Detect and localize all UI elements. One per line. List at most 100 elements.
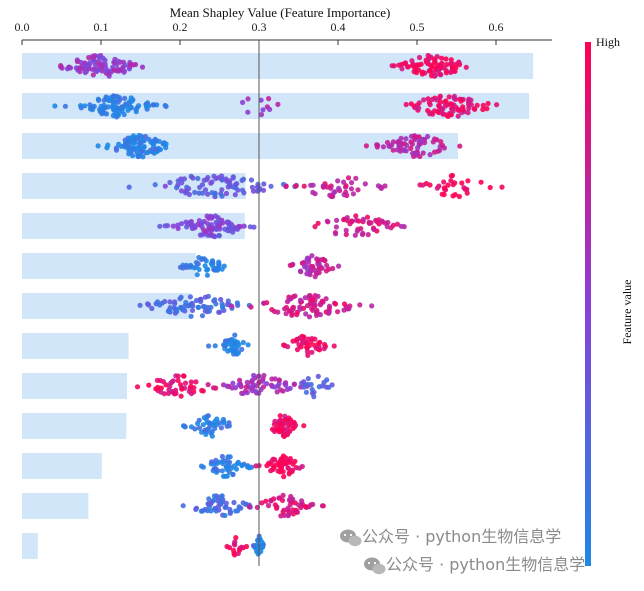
beeswarm-point	[204, 272, 210, 278]
beeswarm-point	[389, 142, 395, 148]
beeswarm-point	[240, 176, 247, 182]
beeswarm-point	[260, 107, 266, 113]
beeswarm-point	[218, 425, 224, 431]
beeswarm-point	[449, 172, 456, 179]
beeswarm-point	[167, 179, 173, 186]
beeswarm-point	[159, 300, 165, 306]
beeswarm-point	[464, 186, 470, 192]
beeswarm-point	[116, 141, 122, 147]
beeswarm-point	[117, 67, 123, 73]
beeswarm-point	[359, 231, 366, 238]
beeswarm-point	[439, 142, 446, 149]
beeswarm-point	[272, 418, 278, 424]
beeswarm-point	[341, 179, 347, 185]
beeswarm-point	[438, 139, 444, 145]
beeswarm-point	[348, 186, 354, 192]
beeswarm-point	[446, 94, 452, 100]
beeswarm-point	[309, 297, 315, 303]
beeswarm-point	[468, 97, 474, 103]
beeswarm-point	[304, 266, 310, 272]
beeswarm-point	[466, 105, 472, 111]
beeswarm-point	[197, 296, 203, 303]
beeswarm-point	[110, 93, 117, 99]
beeswarm-point	[438, 64, 444, 70]
beeswarm-point	[345, 175, 352, 181]
beeswarm-point	[137, 302, 143, 308]
beeswarm-point	[499, 184, 505, 190]
beeswarm-point	[441, 179, 447, 185]
beeswarm-point	[194, 272, 200, 278]
beeswarm-point	[129, 98, 135, 104]
beeswarm-point	[276, 381, 282, 387]
beeswarm-point	[315, 293, 321, 299]
beeswarm-point	[405, 64, 411, 70]
beeswarm-point	[451, 95, 457, 101]
beeswarm-point	[210, 385, 217, 391]
beeswarm-point	[266, 96, 272, 102]
beeswarm-point	[134, 145, 140, 151]
beeswarm-point	[223, 190, 230, 197]
beeswarm-point	[62, 103, 68, 109]
beeswarm-point	[289, 262, 295, 268]
beeswarm-point	[258, 97, 264, 103]
beeswarm-point	[275, 309, 281, 315]
beeswarm-point	[309, 386, 315, 393]
beeswarm-point	[221, 418, 227, 425]
beeswarm-point	[184, 224, 190, 230]
beeswarm-point	[255, 549, 261, 555]
beeswarm-point	[459, 180, 465, 186]
beeswarm-point	[201, 415, 207, 421]
beeswarm-point	[127, 62, 133, 68]
beeswarm-point	[216, 223, 222, 229]
beeswarm-point	[216, 233, 222, 239]
beeswarm-point	[290, 507, 296, 513]
beeswarm-point	[235, 302, 241, 308]
beeswarm-point	[248, 177, 255, 183]
beeswarm-point	[416, 62, 422, 68]
beeswarm-point	[281, 433, 287, 439]
beeswarm-point	[187, 294, 193, 300]
beeswarm-point	[208, 508, 214, 514]
beeswarm-point	[103, 68, 109, 74]
beeswarm-point	[146, 382, 152, 388]
beeswarm-point	[232, 192, 238, 198]
beeswarm-point	[141, 138, 147, 144]
beeswarm-point	[261, 181, 267, 187]
beeswarm-point	[442, 187, 449, 193]
beeswarm-point	[343, 227, 349, 233]
beeswarm-point	[115, 99, 121, 105]
beeswarm-point	[195, 420, 201, 427]
beeswarm-point	[265, 503, 272, 509]
beeswarm-point	[205, 232, 211, 238]
beeswarm-point	[323, 268, 329, 274]
beeswarm-point	[244, 379, 250, 385]
beeswarm-point	[363, 143, 369, 149]
beeswarm-point	[281, 507, 287, 513]
x-tick-label: 0.6	[489, 20, 504, 34]
beeswarm-point	[202, 294, 208, 300]
beeswarm-point	[275, 101, 281, 107]
beeswarm-point	[113, 145, 119, 151]
beeswarm-point	[150, 102, 156, 108]
beeswarm-dots	[52, 52, 505, 558]
beeswarm-point	[184, 264, 190, 270]
beeswarm-point	[412, 104, 418, 111]
beeswarm-point	[224, 301, 231, 308]
beeswarm-point	[248, 304, 254, 310]
beeswarm-point	[344, 306, 350, 312]
beeswarm-point	[96, 55, 103, 62]
beeswarm-point	[173, 390, 179, 396]
beeswarm-point	[78, 105, 84, 111]
beeswarm-point	[211, 466, 217, 472]
beeswarm-point	[188, 313, 194, 319]
beeswarm-point	[450, 193, 456, 199]
beeswarm-point	[394, 221, 400, 227]
beeswarm-point	[440, 111, 446, 117]
beeswarm-point	[104, 145, 110, 151]
beeswarm-point	[233, 535, 239, 541]
beeswarm-point	[394, 147, 400, 153]
beeswarm-point	[414, 69, 420, 76]
beeswarm-point	[197, 232, 203, 238]
beeswarm-point	[412, 135, 418, 141]
beeswarm-point	[230, 347, 236, 353]
